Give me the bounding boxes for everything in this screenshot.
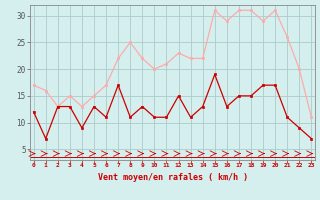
X-axis label: Vent moyen/en rafales ( km/h ): Vent moyen/en rafales ( km/h ) <box>98 173 247 182</box>
